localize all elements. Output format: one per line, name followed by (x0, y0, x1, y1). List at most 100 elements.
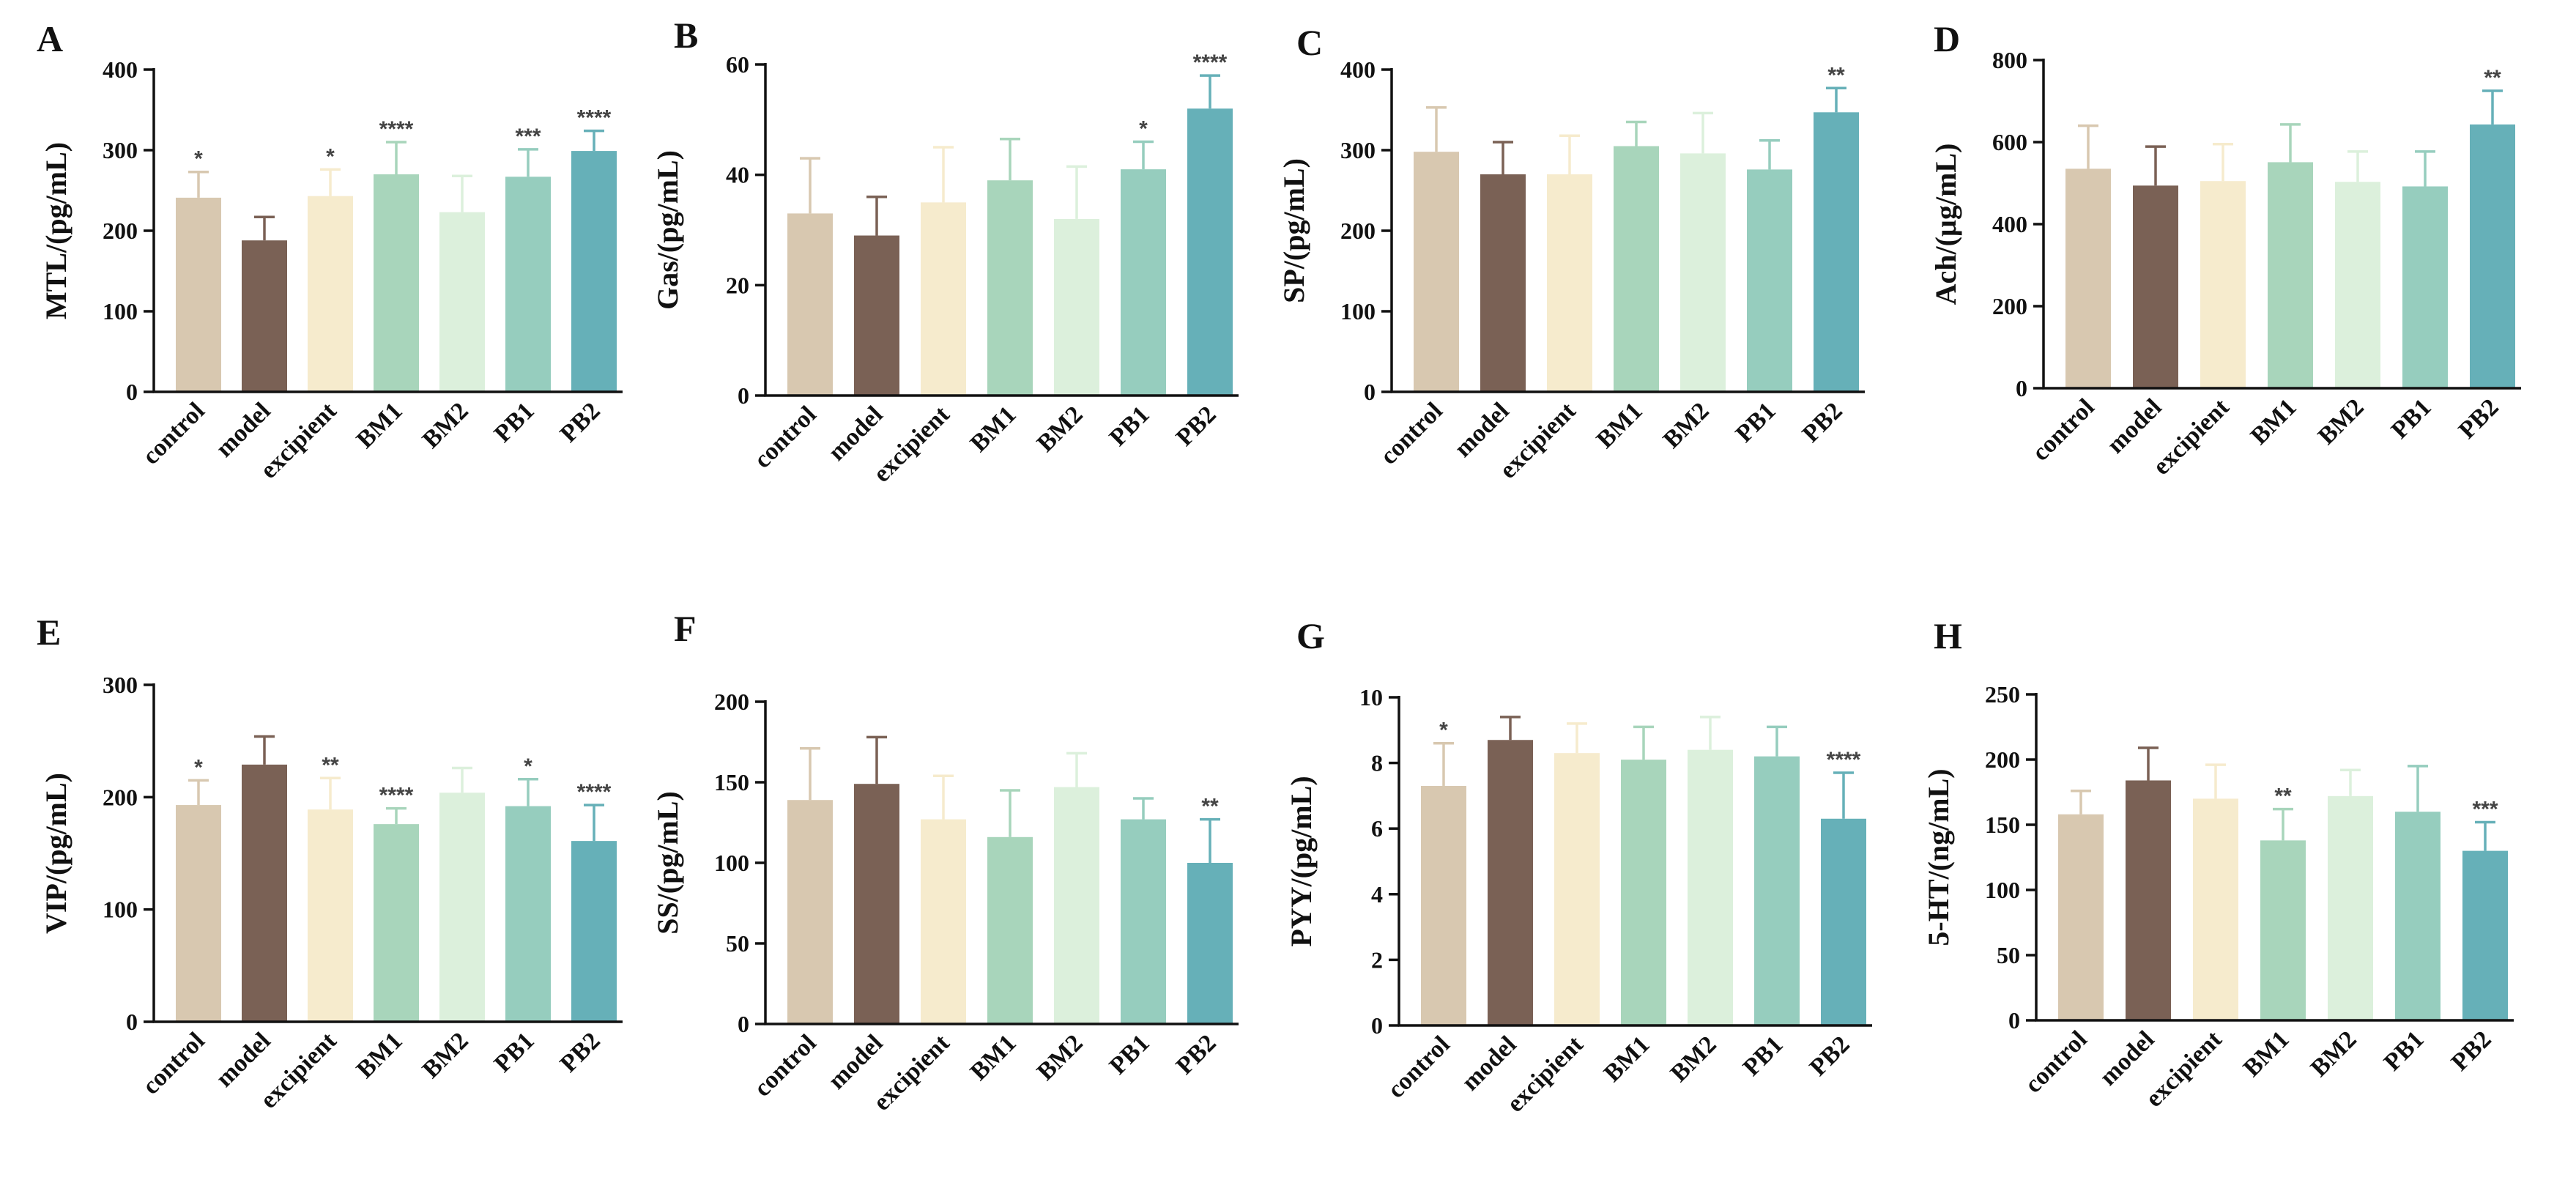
bar-bm2 (2328, 795, 2373, 1020)
y-tick-label: 200 (103, 218, 138, 244)
category-label: PB1 (2379, 1025, 2430, 1076)
significance-mark: *** (2472, 797, 2498, 821)
bar-pb2 (1814, 112, 1859, 393)
category-label: model (2102, 393, 2167, 459)
panel-letter: C (1296, 22, 1323, 63)
bar-control (787, 800, 833, 1024)
bar-pb2 (571, 151, 617, 392)
bar-pb2 (2470, 124, 2515, 389)
bar-excipient (921, 202, 966, 396)
category-label: excipient (2140, 1025, 2227, 1113)
y-axis-label: SP/(pg/mL) (1277, 158, 1310, 303)
bar-excipient (308, 196, 353, 392)
y-tick-label: 300 (103, 672, 138, 698)
category-label: PB2 (555, 1027, 606, 1077)
y-tick-label: 0 (126, 379, 138, 405)
y-tick-label: 6 (1371, 815, 1383, 842)
y-tick-label: 50 (1997, 942, 2020, 968)
category-label: PB1 (2386, 393, 2437, 444)
significance-mark: ** (1827, 63, 1845, 87)
category-label: PB1 (489, 397, 540, 448)
y-tick-label: 250 (1985, 681, 2020, 708)
y-tick-label: 400 (103, 56, 138, 83)
category-label: excipient (2148, 393, 2235, 480)
category-label: BM2 (1032, 401, 1088, 457)
y-tick-label: 0 (126, 1009, 138, 1035)
y-tick-label: 400 (1992, 211, 2027, 237)
bar-excipient (2200, 181, 2246, 388)
y-tick-label: 0 (1364, 379, 1376, 405)
category-label: PB2 (2454, 393, 2504, 444)
significance-mark: ** (322, 753, 339, 777)
bar-bm2 (439, 212, 485, 392)
significance-mark: **** (379, 784, 414, 808)
significance-mark: *** (515, 125, 541, 149)
significance-mark: * (326, 144, 335, 168)
y-tick-label: 20 (726, 272, 749, 298)
bar-pb1 (1747, 169, 1792, 392)
category-label: PB2 (1171, 401, 1222, 451)
y-tick-label: 200 (714, 689, 749, 715)
category-label: control (1375, 397, 1447, 470)
y-tick-label: 200 (1340, 218, 1376, 244)
bar-model (242, 764, 287, 1022)
bar-excipient (2193, 798, 2238, 1020)
y-axis-label: Ach/(µg/mL) (1929, 144, 1962, 305)
y-tick-label: 100 (1985, 877, 2020, 903)
panel-letter: H (1934, 615, 1962, 656)
y-tick-label: 40 (726, 162, 749, 188)
category-label: BM1 (965, 1029, 1022, 1086)
bar-excipient (308, 809, 353, 1022)
category-label: model (1450, 397, 1515, 462)
chart-panel-e: E*control model**excipient****BM1 BM2*PB1*… (37, 612, 623, 1114)
bar-pb1 (1121, 169, 1166, 396)
category-label: BM2 (1666, 1031, 1722, 1087)
significance-mark: * (194, 147, 203, 171)
y-tick-label: 100 (1340, 298, 1376, 324)
significance-mark: * (1439, 719, 1448, 743)
category-label: PB1 (1738, 1031, 1789, 1081)
category-label: control (749, 401, 821, 473)
y-tick-label: 50 (726, 930, 749, 957)
bar-model (242, 240, 287, 392)
category-label: BM1 (1599, 1031, 1655, 1087)
category-label: model (1457, 1031, 1522, 1096)
bar-bm1 (374, 824, 419, 1022)
category-label: control (2019, 1025, 2092, 1098)
bar-pb1 (505, 177, 551, 393)
category-label: model (823, 401, 888, 466)
significance-mark: ** (2484, 66, 2501, 90)
significance-mark: * (194, 755, 203, 779)
category-label: model (211, 1027, 276, 1092)
y-axis-label: MTL/(pg/mL) (40, 142, 73, 319)
bar-pb2 (571, 841, 617, 1022)
y-tick-label: 300 (1340, 137, 1376, 163)
panel-letter: B (674, 15, 698, 56)
category-label: BM1 (352, 397, 408, 453)
category-label: BM2 (2306, 1025, 2362, 1082)
category-label: model (211, 397, 276, 462)
y-tick-label: 200 (1992, 293, 2027, 319)
bar-bm2 (439, 793, 485, 1022)
category-label: BM2 (417, 1027, 474, 1083)
bar-bm1 (2268, 162, 2313, 388)
y-tick-label: 0 (738, 382, 749, 409)
bar-model (1488, 740, 1533, 1025)
significance-mark: **** (577, 106, 612, 130)
bar-bm1 (1621, 760, 1666, 1025)
category-label: BM2 (2313, 393, 2369, 450)
bar-excipient (921, 819, 966, 1024)
panel-letter: E (37, 612, 61, 653)
category-label: model (823, 1029, 888, 1094)
bar-bm1 (987, 836, 1033, 1024)
category-label: PB1 (489, 1027, 540, 1077)
significance-mark: **** (1827, 748, 1861, 772)
bar-bm1 (374, 174, 419, 392)
bar-bm1 (987, 180, 1033, 396)
bar-bm2 (1054, 787, 1099, 1024)
y-tick-label: 8 (1371, 750, 1383, 776)
